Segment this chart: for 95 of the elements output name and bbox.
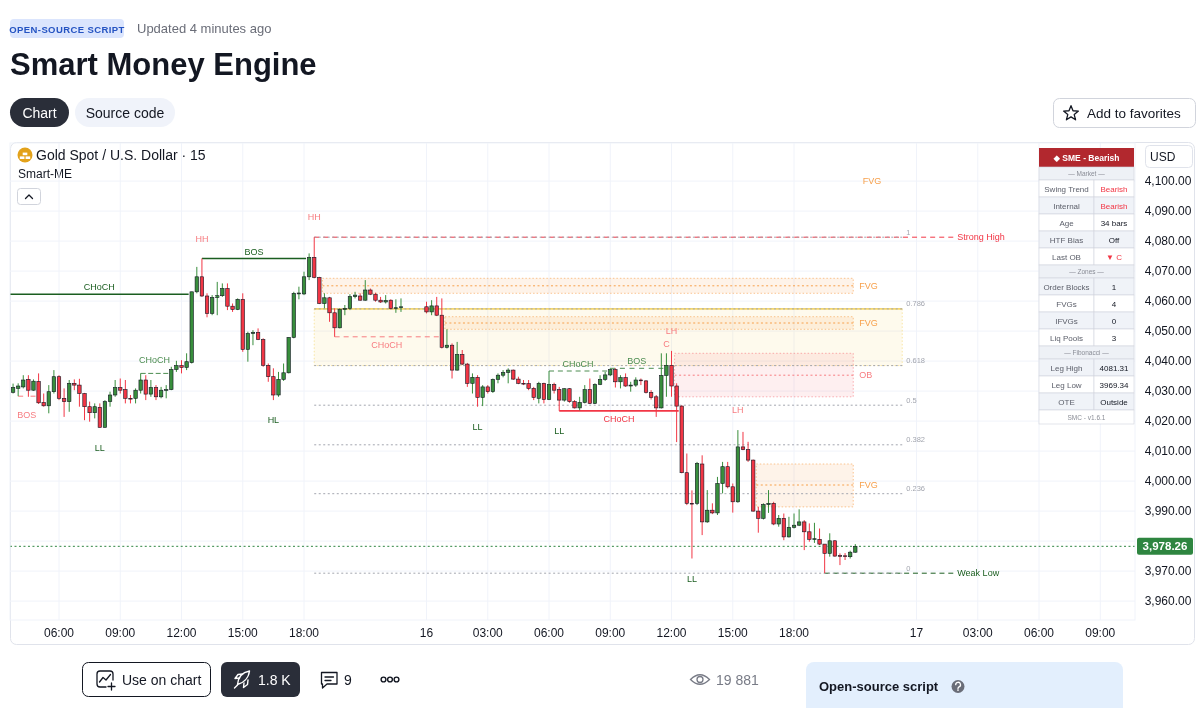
annotation: OTE xyxy=(1058,397,1075,407)
annotation: 0 xyxy=(1111,316,1117,326)
x-tick-label: 09:00 xyxy=(1085,626,1116,640)
annotation: Internal xyxy=(1053,201,1081,211)
annotation: Order Blocks xyxy=(1043,282,1090,292)
x-tick-label: 06:00 xyxy=(534,626,565,640)
series-label: FVG xyxy=(859,480,878,490)
text: Add to favorites xyxy=(1087,106,1182,121)
y-tick-label: 4,030.00 xyxy=(1144,384,1192,399)
annotation: LL xyxy=(686,573,697,584)
annotation: 4 xyxy=(1111,299,1117,309)
annotation: 3 xyxy=(1111,333,1117,343)
y-tick-label: 4,020.00 xyxy=(1144,414,1192,429)
ref-line-label: 3,978.26 xyxy=(1142,540,1188,553)
annotation: ◆ SME - Bearish xyxy=(1053,153,1120,163)
annotation: HH xyxy=(307,212,321,223)
annotation: Leg High xyxy=(1050,363,1083,373)
x-tick-label: 15:00 xyxy=(717,626,749,640)
annotation: IFVGs xyxy=(1055,316,1078,326)
y-tick-label: 4,090.00 xyxy=(1144,204,1192,219)
text: Open-source script xyxy=(819,679,939,694)
annotation: FVGs xyxy=(1056,299,1077,309)
x-tick-label: 06:00 xyxy=(43,626,75,640)
annotation: Leg Low xyxy=(1051,380,1082,390)
y-tick-label: 4,010.00 xyxy=(1144,444,1192,459)
series-label: Strong High xyxy=(957,232,1005,243)
annotation: HTF Bias xyxy=(1049,235,1084,245)
annotation: LL xyxy=(554,426,565,437)
annotation: LH xyxy=(665,326,678,337)
annotation: HH xyxy=(195,233,209,244)
chart-subtitle: Gold Spot / U.S. Dollar · 15 xyxy=(36,147,206,163)
annotation: LL xyxy=(472,421,483,432)
annotation: Swing Trend xyxy=(1044,184,1089,194)
text: USD xyxy=(1150,150,1176,164)
y-tick-label: 3,970.00 xyxy=(1144,564,1192,579)
y-tick-label: 3,960.00 xyxy=(1144,594,1192,609)
annotation: 4081.31 xyxy=(1099,363,1130,373)
annotation: Liq Pools xyxy=(1050,333,1083,343)
annotation: 34 bars xyxy=(1100,218,1128,228)
text: Chart xyxy=(22,104,57,121)
annotation: 1 xyxy=(1111,282,1117,292)
annotation: 3969.34 xyxy=(1099,380,1130,390)
y-tick-label: 4,050.00 xyxy=(1144,324,1192,339)
text: 9 xyxy=(344,671,352,688)
chart-title: Smart Money Engine xyxy=(10,47,317,82)
annotation: HL xyxy=(267,415,280,426)
text: OPEN-SOURCE SCRIPT xyxy=(9,23,125,35)
annotation: LL xyxy=(94,442,105,453)
annotation: FVG xyxy=(862,176,882,186)
annotation: Outside xyxy=(1100,397,1129,407)
annotation: Off xyxy=(1108,235,1121,245)
text: 19 881 xyxy=(716,671,760,688)
y-tick-label: 3,990.00 xyxy=(1144,504,1192,519)
x-tick-label: 17 xyxy=(909,626,924,640)
series-label: CHoCH xyxy=(83,282,115,293)
annotation: Bearish xyxy=(1100,184,1128,194)
series-label: CHoCH xyxy=(562,359,594,369)
text: Updated 4 minutes ago xyxy=(137,21,272,36)
annotation: C xyxy=(663,339,671,350)
series-label: FVG xyxy=(859,318,878,328)
series-label: CHoCH xyxy=(603,413,635,424)
annotation: Smart-ME xyxy=(18,167,72,181)
series-label: OB xyxy=(859,370,873,381)
x-tick-label: 09:00 xyxy=(595,626,626,640)
series-label: CHoCH xyxy=(371,339,403,350)
series-label: FVG xyxy=(859,280,878,291)
series-label: CHoCH xyxy=(138,354,170,365)
annotation: LH xyxy=(732,405,744,416)
annotation: Last OB xyxy=(1052,252,1081,262)
x-tick-label: 09:00 xyxy=(105,626,136,640)
y-tick-label: 4,060.00 xyxy=(1144,294,1192,309)
x-tick-label: 18:00 xyxy=(289,626,320,640)
x-tick-label: 12:00 xyxy=(166,626,197,640)
y-tick-label: 4,070.00 xyxy=(1144,264,1192,279)
annotation: ▼ C xyxy=(1106,252,1123,262)
y-tick-label: 4,080.00 xyxy=(1144,234,1192,249)
x-tick-label: 03:00 xyxy=(962,626,994,640)
y-tick-label: 4,000.00 xyxy=(1144,474,1192,489)
annotation: Bearish xyxy=(1100,201,1128,211)
x-tick-label: 03:00 xyxy=(472,626,504,640)
series-label: BOS xyxy=(244,246,264,257)
series-label: BOS xyxy=(17,409,37,420)
x-tick-label: 16 xyxy=(419,626,434,640)
y-tick-label: 4,040.00 xyxy=(1144,354,1192,369)
series-label: Weak Low xyxy=(957,568,1000,579)
x-tick-label: 15:00 xyxy=(227,626,259,640)
x-tick-label: 12:00 xyxy=(656,626,687,640)
annotation: Age xyxy=(1059,218,1075,228)
text: Use on chart xyxy=(122,671,202,688)
series-label: BOS xyxy=(627,356,647,367)
text: 1.8 K xyxy=(258,671,292,688)
y-tick-label: 4,100.00 xyxy=(1144,174,1192,189)
source-note: Source code xyxy=(85,104,165,121)
x-tick-label: 18:00 xyxy=(779,626,810,640)
x-tick-label: 06:00 xyxy=(1024,626,1055,640)
